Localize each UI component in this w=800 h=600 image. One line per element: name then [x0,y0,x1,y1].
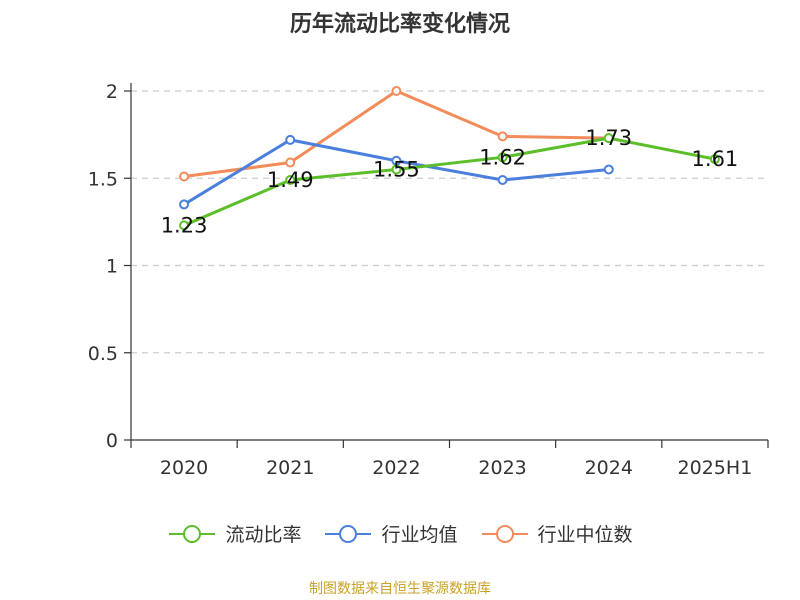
axes: 0 0.5 1 1.5 2 2020 2021 2022 2023 2024 2025H1 [88,81,769,479]
x-tick-label: 2025H1 [678,457,753,479]
y-tick-label: 2 [106,81,118,103]
legend-item-industry-mean[interactable]: 行业均值 [323,520,458,547]
chart-title: 历年流动比率变化情况 [289,12,510,37]
legend: 流动比率 行业均值 行业中位数 [0,520,800,547]
data-point [603,164,614,175]
data-point [179,171,190,182]
data-point [179,199,190,210]
data-label: 1.23 [161,213,208,237]
data-point [603,133,614,144]
data-label: 1.55 [373,158,420,182]
data-point [497,131,508,142]
y-tick-label: 0.5 [88,343,118,365]
data-point [709,154,720,165]
source-note: 制图数据来自恒生聚源数据库 [309,581,491,597]
x-tick-label: 2021 [266,457,314,479]
y-tick-label: 0 [106,430,118,452]
data-point [179,220,190,231]
data-label: 1.49 [267,168,314,192]
series-line [183,136,716,227]
legend-item-industry-median[interactable]: 行业中位数 [480,520,633,547]
data-point [391,86,402,96]
data-label: 1.62 [479,145,526,169]
x-tick-label: 2024 [585,457,633,479]
data-point [391,164,402,175]
data-point [285,134,296,145]
data-point [285,157,296,168]
data-point [285,174,296,185]
data-point [497,174,508,185]
x-tick-label: 2023 [478,457,526,479]
series-lines [179,86,720,231]
legend-item-current-ratio[interactable]: 流动比率 [167,520,301,547]
x-tick-label: 2022 [372,457,420,479]
grid-lines [131,90,768,354]
legend-marker-green [169,524,216,543]
legend-marker-orange [481,524,528,543]
x-tick-label: 2020 [160,457,208,479]
legend-label: 行业均值 [381,524,458,546]
data-label: 1.61 [692,147,739,171]
legend-label: 流动比率 [225,524,302,546]
legend-label: 行业中位数 [537,524,633,546]
data-label: 1.73 [585,126,632,150]
y-tick-label: 1.5 [88,168,118,190]
data-point [497,152,508,163]
data-labels: 1.23 1.49 1.55 1.62 1.73 1.61 [161,126,739,237]
legend-marker-blue [325,524,372,543]
y-tick-label: 1 [106,256,118,278]
